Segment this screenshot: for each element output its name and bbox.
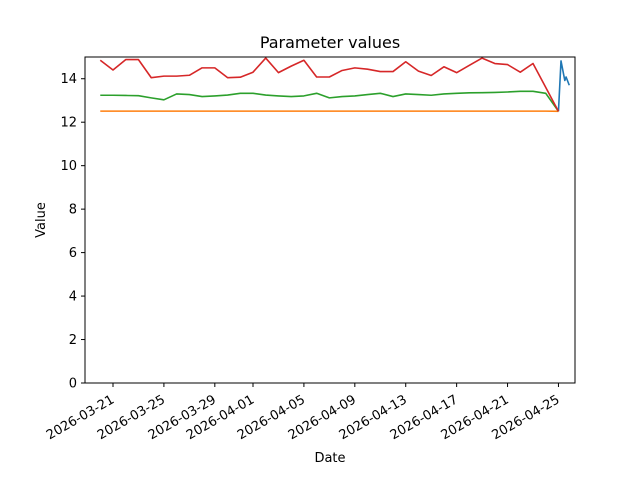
y-axis-ticks: 0 2 4 6 8 10 12 14 (60, 72, 85, 392)
y-tick-label: 6 (69, 246, 77, 261)
y-tick-label: 8 (69, 203, 77, 218)
y-tick-label: 14 (60, 72, 77, 87)
plot-border (84, 56, 576, 384)
y-tick-label: 12 (60, 116, 77, 131)
y-tick-label: 2 (69, 333, 77, 348)
plot-frame (84, 56, 576, 384)
y-tick-label: 10 (60, 159, 77, 174)
chart-title: Parameter values (260, 33, 400, 52)
y-axis-label: Value (34, 202, 49, 238)
series-blue-line (557, 60, 571, 112)
series-green-line (100, 90, 560, 112)
x-axis-ticks: 2026-03-212026-03-252026-03-292026-04-01… (44, 383, 562, 443)
x-axis-label: Date (314, 451, 345, 466)
series-lines (99, 57, 571, 113)
y-tick-label: 0 (69, 377, 77, 392)
series-red-line (99, 57, 560, 112)
y-tick-label: 4 (69, 290, 77, 305)
